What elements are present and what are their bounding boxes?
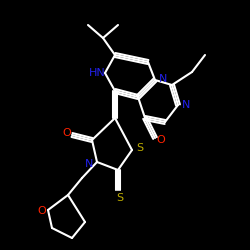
Text: N: N bbox=[182, 100, 190, 110]
Text: O: O bbox=[38, 206, 46, 216]
Text: O: O bbox=[62, 128, 72, 138]
Text: S: S bbox=[136, 143, 143, 153]
Text: O: O bbox=[156, 135, 166, 145]
Text: N: N bbox=[85, 159, 93, 169]
Text: N: N bbox=[159, 74, 167, 84]
Text: HN: HN bbox=[88, 68, 106, 78]
Text: S: S bbox=[116, 193, 123, 203]
